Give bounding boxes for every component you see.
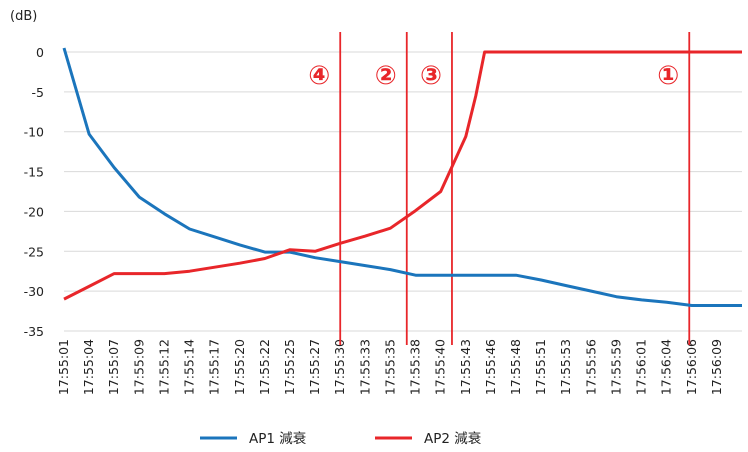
- x-tick-label: 17:55:01: [56, 339, 71, 395]
- x-tick-label: 17:55:35: [382, 339, 397, 395]
- legend-label-ap1: AP1 減衰: [249, 430, 307, 447]
- x-tick-label: 17:55:25: [282, 339, 297, 395]
- x-tick-label: 17:55:38: [408, 339, 423, 395]
- series-line-ap1: [62, 47, 742, 307]
- x-tick-label: 17:55:33: [357, 339, 372, 395]
- x-tick-label: 17:55:04: [81, 339, 96, 395]
- annotation-lines: [339, 32, 691, 345]
- y-tick-label: -20: [24, 204, 44, 219]
- legend-label-ap2: AP2 減衰: [424, 430, 482, 447]
- x-tick-label: 17:55:43: [458, 339, 473, 395]
- x-tick-label: 17:55:27: [307, 339, 322, 395]
- x-tick-label: 17:56:04: [659, 339, 674, 395]
- legend: AP1 減衰 AP2 減衰: [200, 430, 482, 447]
- x-tick-label: 17:55:56: [583, 339, 598, 395]
- series-lines: [62, 47, 742, 307]
- annotation-marker: ①: [657, 61, 679, 91]
- x-tick-label: 17:55:12: [156, 339, 171, 395]
- x-tick-label: 17:55:59: [608, 339, 623, 395]
- annotation-marker: ④: [308, 61, 330, 91]
- series-line-ap2: [63, 50, 742, 301]
- x-tick-label: 17:56:01: [634, 339, 649, 395]
- x-tick-label: 17:55:22: [257, 339, 272, 395]
- grid-lines: [64, 51, 742, 332]
- x-tick-label: 17:55:53: [558, 339, 573, 395]
- y-tick-label: -10: [24, 125, 44, 140]
- x-tick-label: 17:55:09: [131, 339, 146, 395]
- x-tick-label: 17:56:06: [684, 339, 699, 395]
- x-tick-label: 17:55:20: [232, 339, 247, 395]
- y-tick-label: 0: [36, 45, 44, 60]
- y-tick-label: -15: [24, 165, 44, 180]
- y-tick-label: -25: [24, 244, 44, 259]
- x-tick-label: 17:55:17: [207, 339, 222, 395]
- x-tick-label: 17:55:07: [106, 339, 121, 395]
- x-tick-label: 17:55:46: [483, 339, 498, 395]
- x-tick-label: 17:55:48: [508, 339, 523, 395]
- y-tick-label: -30: [24, 284, 44, 299]
- x-tick-label: 17:55:30: [332, 339, 347, 395]
- y-tick-label: -5: [32, 85, 44, 100]
- y-tick-labels: 0 -5 -10 -15 -20 -25 -30 -35: [24, 45, 44, 339]
- annotation-marker: ②: [375, 61, 397, 91]
- y-tick-label: -35: [24, 324, 44, 339]
- x-tick-label: 17:56:09: [709, 339, 724, 395]
- x-tick-labels: 17:55:01 17:55:04 17:55:07 17:55:09 17:55:12…: [56, 339, 724, 395]
- x-tick-label: 17:55:40: [433, 339, 448, 395]
- x-tick-label: 17:55:51: [533, 339, 548, 395]
- x-tick-label: 17:55:14: [182, 339, 197, 395]
- annotation-marker: ③: [420, 61, 442, 91]
- y-unit-label: (dB): [10, 9, 37, 24]
